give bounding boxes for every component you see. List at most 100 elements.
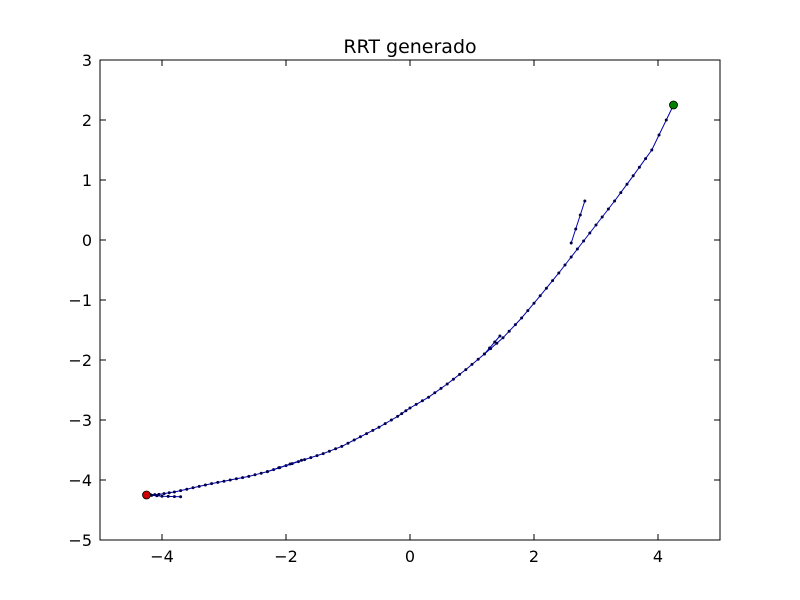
y-tick-label: −2 <box>68 351 92 370</box>
tree-node <box>162 492 166 496</box>
tree-node <box>458 372 462 376</box>
tree-node <box>321 452 325 456</box>
tree-node <box>365 432 369 436</box>
tree-node <box>588 231 592 235</box>
tree-node <box>300 458 303 462</box>
tree-node <box>241 476 245 480</box>
tree-node <box>383 422 387 426</box>
tree-node <box>179 495 183 499</box>
tree-node <box>191 486 195 490</box>
x-tick-label: 4 <box>653 547 663 566</box>
tree-node <box>513 323 517 327</box>
goal-marker <box>669 100 678 110</box>
tree-node <box>578 213 582 217</box>
tree-node <box>600 215 604 219</box>
tree-node <box>493 340 497 344</box>
tree-node <box>400 412 404 416</box>
tree-node <box>594 223 598 227</box>
tree-node <box>625 182 629 186</box>
tree-node <box>346 441 350 445</box>
tree-node <box>488 346 492 350</box>
tree-node <box>445 382 449 386</box>
plot-frame <box>99 59 721 541</box>
tree-node <box>574 227 578 231</box>
tree-node <box>222 479 226 483</box>
y-tick-label: −4 <box>68 471 92 490</box>
tree-node <box>179 489 183 493</box>
tree-node <box>389 418 393 422</box>
y-tick-label: −5 <box>68 531 92 550</box>
tree-node <box>334 447 338 451</box>
tree-node <box>575 247 579 251</box>
tree-branch-line <box>484 335 501 355</box>
tree-node <box>569 255 573 259</box>
y-tick-label: 2 <box>82 111 92 130</box>
tree-node <box>569 241 573 245</box>
tree-node <box>613 199 617 203</box>
tree-node <box>309 456 313 460</box>
tree-node <box>470 362 474 366</box>
tree-node <box>526 309 530 313</box>
tree-node <box>563 263 567 267</box>
tree-node <box>377 425 381 429</box>
tree-node <box>172 490 176 494</box>
tree-node <box>160 494 164 498</box>
tree-node <box>637 165 641 169</box>
tree-node <box>476 357 480 361</box>
tree-node <box>167 491 171 495</box>
tree-node <box>234 477 238 481</box>
tree-node <box>197 484 201 488</box>
chart-title: RRT generado <box>343 36 476 58</box>
tree-node <box>664 118 668 122</box>
tree-node <box>451 377 455 381</box>
tree-node <box>216 480 220 484</box>
tree-node <box>498 334 502 338</box>
tree-node <box>507 329 511 333</box>
tree-node <box>433 391 437 395</box>
tree-node <box>464 368 468 372</box>
tree-node <box>439 386 443 390</box>
tree-node <box>253 473 257 477</box>
tree-node <box>420 399 424 403</box>
x-tick-label: 2 <box>529 547 539 566</box>
tree-node <box>644 157 648 161</box>
tree-node <box>404 409 408 413</box>
tree-node <box>172 495 176 499</box>
y-tick-label: −1 <box>68 291 92 310</box>
tree-node <box>657 133 661 137</box>
ticks-layer: −4 −2 0 2 4 −5 −4 −3 −2 −1 0 1 2 3 <box>68 51 720 566</box>
tree-node <box>396 414 400 418</box>
tree-node <box>408 406 412 410</box>
tree-node <box>315 454 319 458</box>
tree-node <box>551 279 555 283</box>
tree-node <box>606 207 610 211</box>
tree-node <box>185 487 189 491</box>
tree-node <box>482 352 486 356</box>
y-tick-label: 0 <box>82 231 92 250</box>
tree-node <box>582 239 586 243</box>
tree-node <box>288 462 292 466</box>
tree-node <box>352 438 356 442</box>
tree-node <box>277 466 281 470</box>
tree-node <box>150 493 154 497</box>
tree-node <box>583 199 587 203</box>
x-tick-label: 0 <box>405 547 415 566</box>
start-marker <box>142 490 151 500</box>
tree-node <box>371 428 375 432</box>
tree-node <box>303 458 307 462</box>
tree-main-line <box>146 104 674 496</box>
tree-node <box>532 301 536 305</box>
y-tick-label: −3 <box>68 411 92 430</box>
tree-node <box>210 482 214 486</box>
tree-node <box>501 336 505 340</box>
tree-node <box>203 483 207 487</box>
tree-node <box>155 494 159 498</box>
tree-node <box>358 435 362 439</box>
tree-node <box>247 474 251 478</box>
y-tick-label: 3 <box>82 51 92 70</box>
tree-node <box>538 294 542 298</box>
tree-node <box>557 271 561 275</box>
tree-node <box>544 286 548 290</box>
